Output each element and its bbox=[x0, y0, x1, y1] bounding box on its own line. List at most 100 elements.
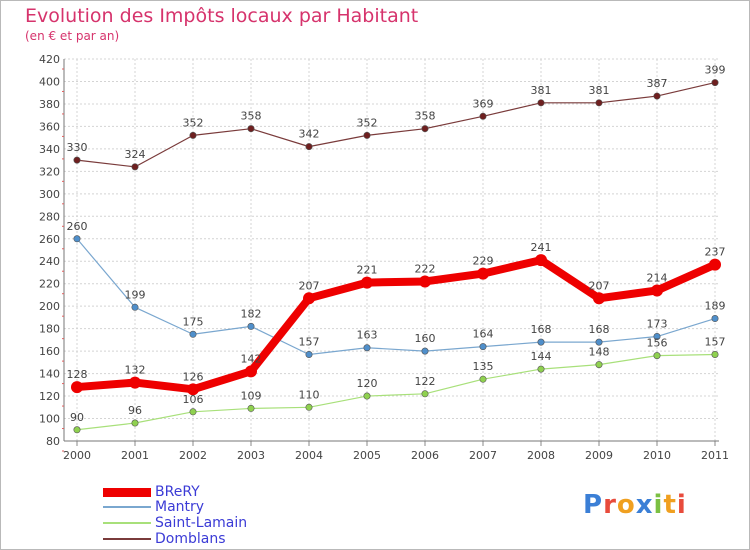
data-label-mantry: 157 bbox=[299, 335, 320, 348]
x-tick-label: 2001 bbox=[121, 449, 149, 462]
data-point-saint-lamain bbox=[653, 352, 661, 360]
y-tick-label: 340 bbox=[39, 143, 60, 156]
data-point-saint-lamain bbox=[305, 403, 313, 411]
proxiti-logo: Proxiti bbox=[583, 490, 687, 520]
logo-letter: t bbox=[663, 490, 677, 520]
data-point-mantry bbox=[479, 343, 487, 351]
data-point-mantry bbox=[711, 315, 719, 323]
data-label-mantry: 163 bbox=[357, 329, 378, 342]
data-point-domblans bbox=[363, 131, 371, 139]
y-tick-label: 320 bbox=[39, 165, 60, 178]
x-tick-label: 2004 bbox=[295, 449, 323, 462]
logo-letter: P bbox=[583, 490, 604, 520]
data-label-domblans: 399 bbox=[705, 64, 726, 77]
legend-item-saint-lamain: Saint-Lamain bbox=[103, 515, 247, 531]
data-point-mantry bbox=[653, 333, 661, 341]
data-point-brery bbox=[419, 275, 431, 288]
data-label-brery: 207 bbox=[299, 279, 320, 292]
legend-swatch-domblans bbox=[103, 538, 151, 540]
y-tick-label: 160 bbox=[39, 345, 60, 358]
y-tick-label: 380 bbox=[39, 98, 60, 111]
logo-letter: x bbox=[635, 490, 654, 520]
data-label-brery: 128 bbox=[67, 368, 88, 381]
data-label-mantry: 164 bbox=[473, 328, 494, 341]
data-point-saint-lamain bbox=[189, 408, 197, 416]
data-label-brery: 221 bbox=[357, 264, 378, 277]
series-line-saint-lamain bbox=[76, 353, 716, 431]
data-label-domblans: 387 bbox=[647, 77, 668, 90]
plot-area bbox=[64, 59, 719, 441]
data-point-domblans bbox=[653, 92, 661, 100]
data-label-domblans: 330 bbox=[67, 141, 88, 154]
data-point-domblans bbox=[131, 163, 139, 171]
data-point-domblans bbox=[479, 112, 487, 120]
data-point-mantry bbox=[595, 338, 603, 346]
data-label-saint-lamain: 122 bbox=[415, 375, 436, 388]
legend-swatch-brery bbox=[103, 487, 151, 497]
legend-label-saint-lamain: Saint-Lamain bbox=[155, 515, 248, 531]
x-tick-label: 2000 bbox=[63, 449, 91, 462]
y-tick-label: 400 bbox=[39, 75, 60, 88]
data-point-saint-lamain bbox=[131, 419, 139, 427]
data-label-saint-lamain: 109 bbox=[241, 389, 262, 402]
data-label-saint-lamain: 135 bbox=[473, 360, 494, 373]
chart-subtitle: (en € et par an) bbox=[25, 29, 120, 43]
data-point-saint-lamain bbox=[537, 365, 545, 373]
legend-swatch-saint-lamain bbox=[103, 522, 151, 524]
data-label-mantry: 168 bbox=[531, 323, 552, 336]
data-label-brery: 214 bbox=[647, 271, 668, 284]
data-point-domblans bbox=[305, 143, 313, 151]
y-tick-label: 300 bbox=[39, 188, 60, 201]
y-tick-label: 260 bbox=[39, 233, 60, 246]
data-point-brery bbox=[709, 258, 721, 271]
data-point-mantry bbox=[421, 347, 429, 355]
data-label-domblans: 352 bbox=[183, 116, 204, 129]
data-label-domblans: 369 bbox=[473, 97, 494, 110]
data-point-mantry bbox=[189, 330, 197, 338]
data-point-domblans bbox=[421, 125, 429, 133]
data-point-mantry bbox=[73, 235, 81, 243]
data-label-brery: 237 bbox=[705, 246, 726, 259]
data-point-saint-lamain bbox=[73, 426, 81, 434]
data-point-saint-lamain bbox=[363, 392, 371, 400]
y-tick-label: 120 bbox=[39, 390, 60, 403]
legend-item-mantry: Mantry bbox=[103, 499, 204, 515]
x-tick-label: 2011 bbox=[701, 449, 729, 462]
data-label-brery: 132 bbox=[125, 364, 146, 377]
x-tick-label: 2002 bbox=[179, 449, 207, 462]
data-point-domblans bbox=[595, 99, 603, 107]
legend-swatch-mantry bbox=[103, 506, 151, 508]
data-point-brery bbox=[303, 292, 315, 305]
series-line-mantry bbox=[76, 238, 716, 356]
data-point-saint-lamain bbox=[421, 390, 429, 398]
legend-item-brery: BReRY bbox=[103, 484, 200, 500]
logo-letter: o bbox=[616, 490, 636, 520]
data-label-mantry: 182 bbox=[241, 307, 262, 320]
y-tick-label: 140 bbox=[39, 368, 60, 381]
data-label-mantry: 160 bbox=[415, 332, 436, 345]
data-label-mantry: 173 bbox=[647, 318, 668, 331]
data-label-saint-lamain: 90 bbox=[70, 411, 84, 424]
logo-letter: i bbox=[653, 490, 664, 520]
data-label-domblans: 381 bbox=[589, 84, 610, 97]
data-label-domblans: 324 bbox=[125, 148, 146, 161]
data-label-saint-lamain: 144 bbox=[531, 350, 552, 363]
x-tick-label: 2010 bbox=[643, 449, 671, 462]
data-label-mantry: 175 bbox=[183, 315, 204, 328]
series-line-domblans bbox=[76, 81, 716, 168]
data-label-brery: 241 bbox=[531, 241, 552, 254]
legend-label-brery: BReRY bbox=[155, 484, 200, 500]
data-label-brery: 142 bbox=[241, 352, 262, 365]
y-tick-label: 220 bbox=[39, 278, 60, 291]
data-label-domblans: 381 bbox=[531, 84, 552, 97]
y-tick-label: 100 bbox=[39, 413, 60, 426]
data-point-brery bbox=[535, 254, 547, 267]
data-point-brery bbox=[477, 267, 489, 280]
data-point-domblans bbox=[537, 99, 545, 107]
data-label-saint-lamain: 157 bbox=[705, 335, 726, 348]
legend-label-mantry: Mantry bbox=[155, 499, 205, 515]
y-tick-label: 240 bbox=[39, 255, 60, 268]
data-point-saint-lamain bbox=[595, 361, 603, 369]
data-point-brery bbox=[245, 365, 257, 378]
